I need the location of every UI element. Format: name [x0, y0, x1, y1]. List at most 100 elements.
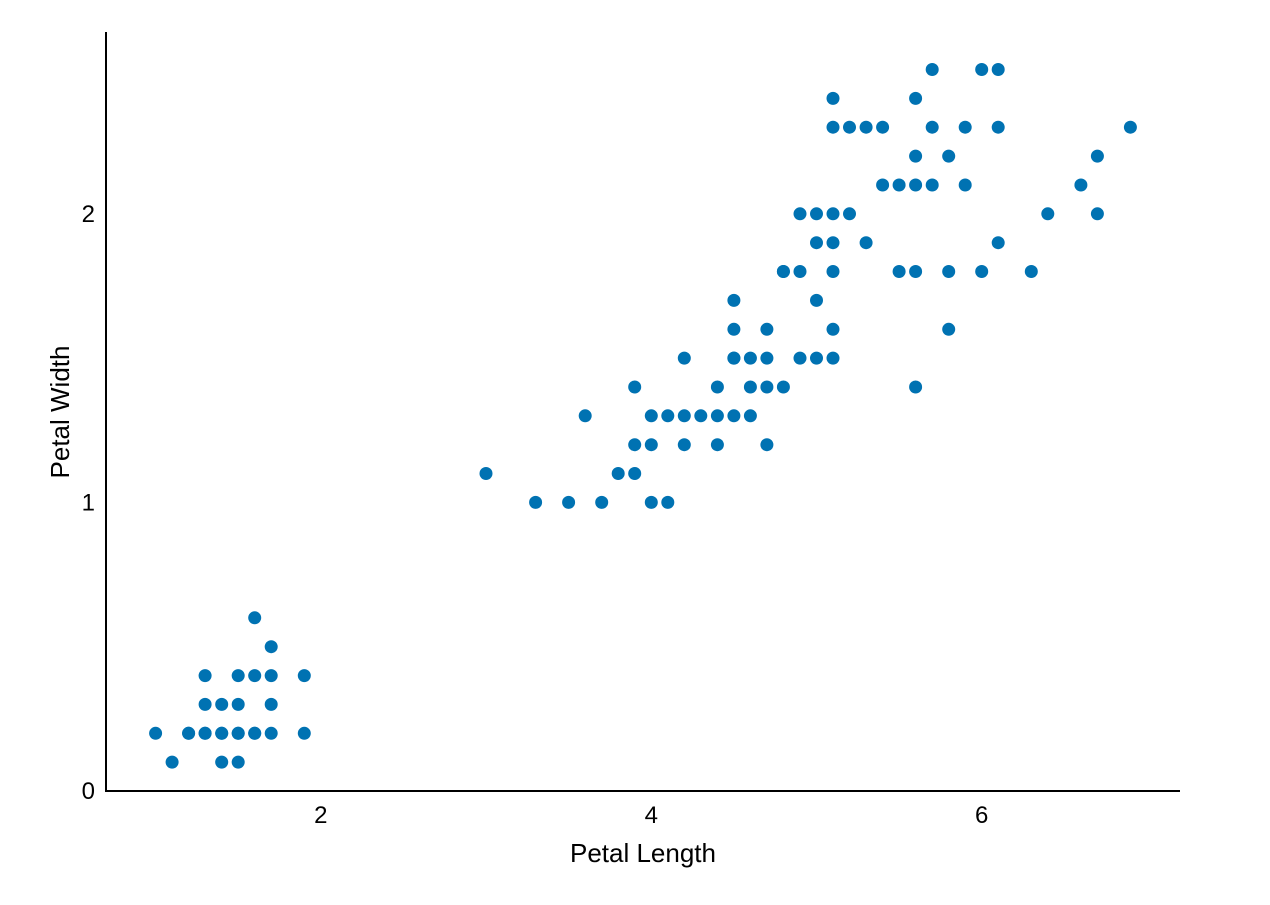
data-point — [925, 63, 939, 76]
data-point — [248, 669, 262, 683]
data-point — [909, 380, 923, 394]
data-points — [149, 63, 1137, 769]
data-point — [727, 293, 741, 307]
data-point — [595, 495, 609, 509]
data-point — [727, 322, 741, 336]
data-point — [776, 265, 790, 278]
data-point — [975, 63, 989, 76]
data-point — [975, 265, 989, 278]
data-point — [677, 438, 691, 452]
data-point — [826, 322, 840, 336]
data-point — [644, 409, 658, 423]
data-point — [743, 409, 757, 423]
data-point — [909, 149, 923, 163]
y-tick-label: 0 — [82, 778, 95, 805]
data-point — [297, 726, 311, 740]
data-point — [182, 726, 196, 740]
data-point — [942, 265, 956, 278]
data-point — [760, 351, 774, 365]
data-point — [215, 726, 229, 740]
data-point — [991, 63, 1005, 76]
data-point — [743, 380, 757, 394]
data-point — [760, 380, 774, 394]
data-point — [843, 120, 856, 134]
data-point — [231, 726, 245, 740]
data-point — [264, 697, 278, 711]
data-point — [826, 236, 840, 250]
data-point — [859, 236, 873, 250]
data-point — [264, 640, 278, 654]
data-point — [810, 351, 823, 365]
data-point — [231, 755, 245, 769]
data-point — [710, 438, 724, 452]
data-point — [628, 438, 642, 452]
data-point — [760, 438, 774, 452]
data-point — [793, 351, 807, 365]
data-point — [1041, 207, 1055, 221]
x-tick-label: 6 — [975, 802, 988, 829]
data-point — [661, 409, 675, 423]
y-tick-label: 2 — [82, 201, 95, 228]
data-point — [710, 380, 724, 394]
data-point — [264, 726, 278, 740]
data-point — [1090, 149, 1104, 163]
y-tick-label: 1 — [82, 489, 95, 516]
data-point — [843, 207, 856, 221]
data-point — [925, 120, 939, 134]
data-point — [991, 120, 1005, 134]
data-point — [909, 178, 923, 192]
data-point — [909, 91, 923, 105]
data-point — [743, 351, 757, 365]
data-point — [198, 669, 212, 683]
data-point — [694, 409, 708, 423]
x-tick-label: 4 — [645, 802, 658, 829]
data-point — [876, 178, 890, 192]
y-axis-label: Petal Width — [45, 346, 75, 479]
data-point — [958, 120, 972, 134]
data-point — [793, 265, 807, 278]
data-point — [909, 265, 923, 278]
data-point — [578, 409, 592, 423]
data-point — [231, 669, 245, 683]
data-point — [628, 380, 642, 394]
data-point — [776, 380, 790, 394]
data-point — [892, 265, 906, 278]
data-point — [810, 293, 823, 307]
data-point — [892, 178, 906, 192]
data-point — [165, 755, 179, 769]
data-point — [677, 351, 691, 365]
data-point — [710, 409, 724, 423]
data-point — [248, 611, 262, 625]
data-point — [942, 149, 956, 163]
data-point — [727, 351, 741, 365]
data-point — [529, 495, 543, 509]
data-point — [562, 495, 576, 509]
tick-labels: 2 4 6 0 1 2 — [82, 201, 989, 829]
data-point — [264, 669, 278, 683]
data-point — [991, 236, 1005, 250]
data-point — [958, 178, 972, 192]
data-point — [644, 495, 658, 509]
x-axis-label: Petal Length — [570, 838, 716, 868]
data-point — [826, 265, 840, 278]
data-point — [628, 467, 642, 480]
data-point — [727, 409, 741, 423]
data-point — [198, 726, 212, 740]
data-point — [644, 438, 658, 452]
data-point — [231, 697, 245, 711]
x-tick-label: 2 — [314, 802, 327, 829]
data-point — [248, 726, 262, 740]
data-point — [876, 120, 890, 134]
data-point — [826, 120, 840, 134]
data-point — [925, 178, 939, 192]
data-point — [677, 409, 691, 423]
data-point — [215, 755, 229, 769]
data-point — [297, 669, 311, 683]
data-point — [215, 697, 229, 711]
data-point — [793, 207, 807, 221]
data-point — [859, 120, 873, 134]
data-point — [1024, 265, 1038, 278]
data-point — [810, 236, 823, 250]
